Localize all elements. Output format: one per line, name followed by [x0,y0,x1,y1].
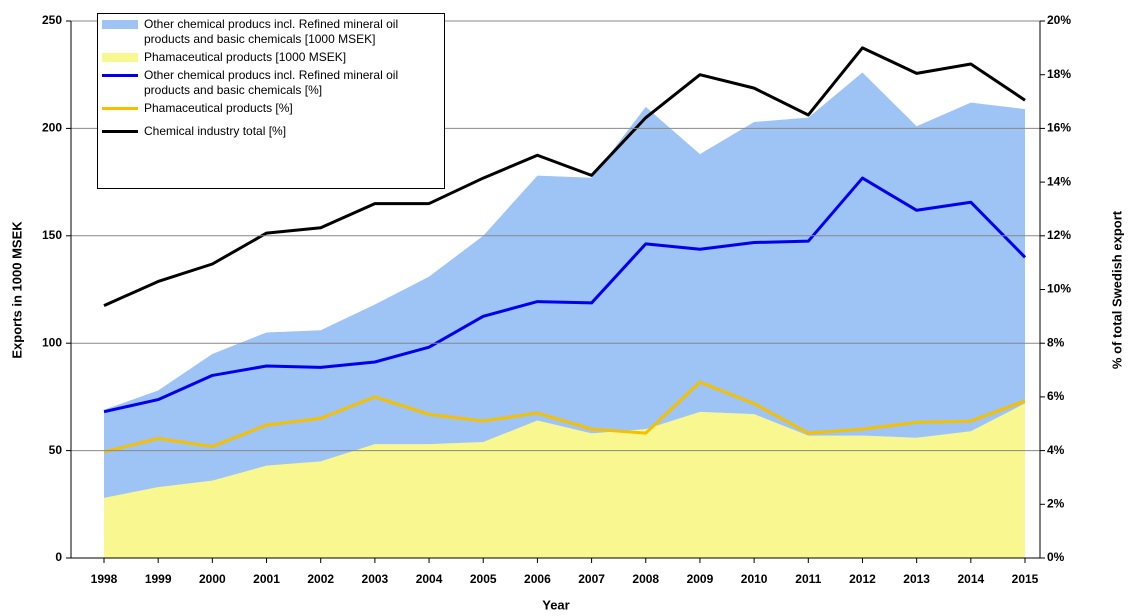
x-tick-label: 2006 [524,572,551,586]
plot-area [103,46,1027,558]
line [103,176,1027,414]
line [103,46,1026,307]
legend-label: Phamaceutical products [1000 MSEK] [144,50,347,64]
y-tick-label: 200 [42,121,62,135]
y-axis-label: Exports in 1000 MSEK [9,221,24,359]
y2-tick-label: 20% [1047,13,1071,27]
legend-swatch [102,130,138,133]
legend: Other chemical producs incl. Refined min… [97,13,445,189]
y-tick-label: 50 [49,443,63,457]
legend-label: Phamaceutical products [%] [144,101,293,115]
x-tick-label: 2003 [362,572,389,586]
y2-tick-label: 2% [1047,496,1065,510]
line [103,380,1026,454]
legend-swatch [102,74,138,77]
area [104,72,1025,498]
y2-tick-label: 14% [1047,174,1071,188]
y2-tick-label: 12% [1047,228,1071,242]
legend-entry: Other chemical producs incl. Refined min… [102,17,440,47]
y2-tick-label: 10% [1047,282,1071,296]
legend-entry: Phamaceutical products [%] [102,101,440,116]
y-tick-label: 250 [42,13,62,27]
y2-tick-label: 18% [1047,67,1071,81]
x-tick-label: 2000 [199,572,226,586]
legend-entry: Other chemical producs incl. Refined min… [102,68,440,98]
y2-tick-label: 16% [1047,121,1071,135]
legend-swatch [102,107,138,110]
x-tick-label: 2012 [849,572,876,586]
legend-label: Chemical industry total [%] [144,124,287,138]
legend-swatch [102,53,138,62]
y2-tick-label: 8% [1047,335,1065,349]
x-tick-label: 2010 [741,572,768,586]
legend-label: Other chemical producs incl. Refined min… [144,17,399,46]
y-tick-label: 150 [42,228,62,242]
x-tick-label: 2001 [253,572,280,586]
x-tick-label: 2004 [416,572,443,586]
y2-axis-label: % of total Swedish export [1109,210,1124,369]
x-tick-label: 2005 [470,572,497,586]
legend-entry: Phamaceutical products [1000 MSEK] [102,50,440,65]
y-tick-label: 100 [42,335,62,349]
area [104,403,1025,558]
x-tick-label: 2011 [795,572,821,586]
x-tick-label: 1999 [145,572,172,586]
x-tick-label: 1998 [91,572,118,586]
y2-tick-label: 0% [1047,550,1065,564]
x-tick-label: 2013 [903,572,930,586]
legend-swatch [102,20,138,29]
x-tick-label: 2015 [1012,572,1039,586]
legend-entry: Chemical industry total [%] [102,124,440,139]
x-tick-label: 2009 [687,572,714,586]
x-tick-label: 2008 [632,572,659,586]
x-tick-label: 2002 [307,572,334,586]
x-tick-label: 2014 [957,572,984,586]
legend-label: Other chemical producs incl. Refined min… [144,68,399,97]
x-axis-label: Year [542,597,569,612]
x-tick-label: 2007 [578,572,605,586]
y-tick-label: 0 [55,550,62,564]
y2-tick-label: 6% [1047,389,1065,403]
y2-tick-label: 4% [1047,443,1065,457]
